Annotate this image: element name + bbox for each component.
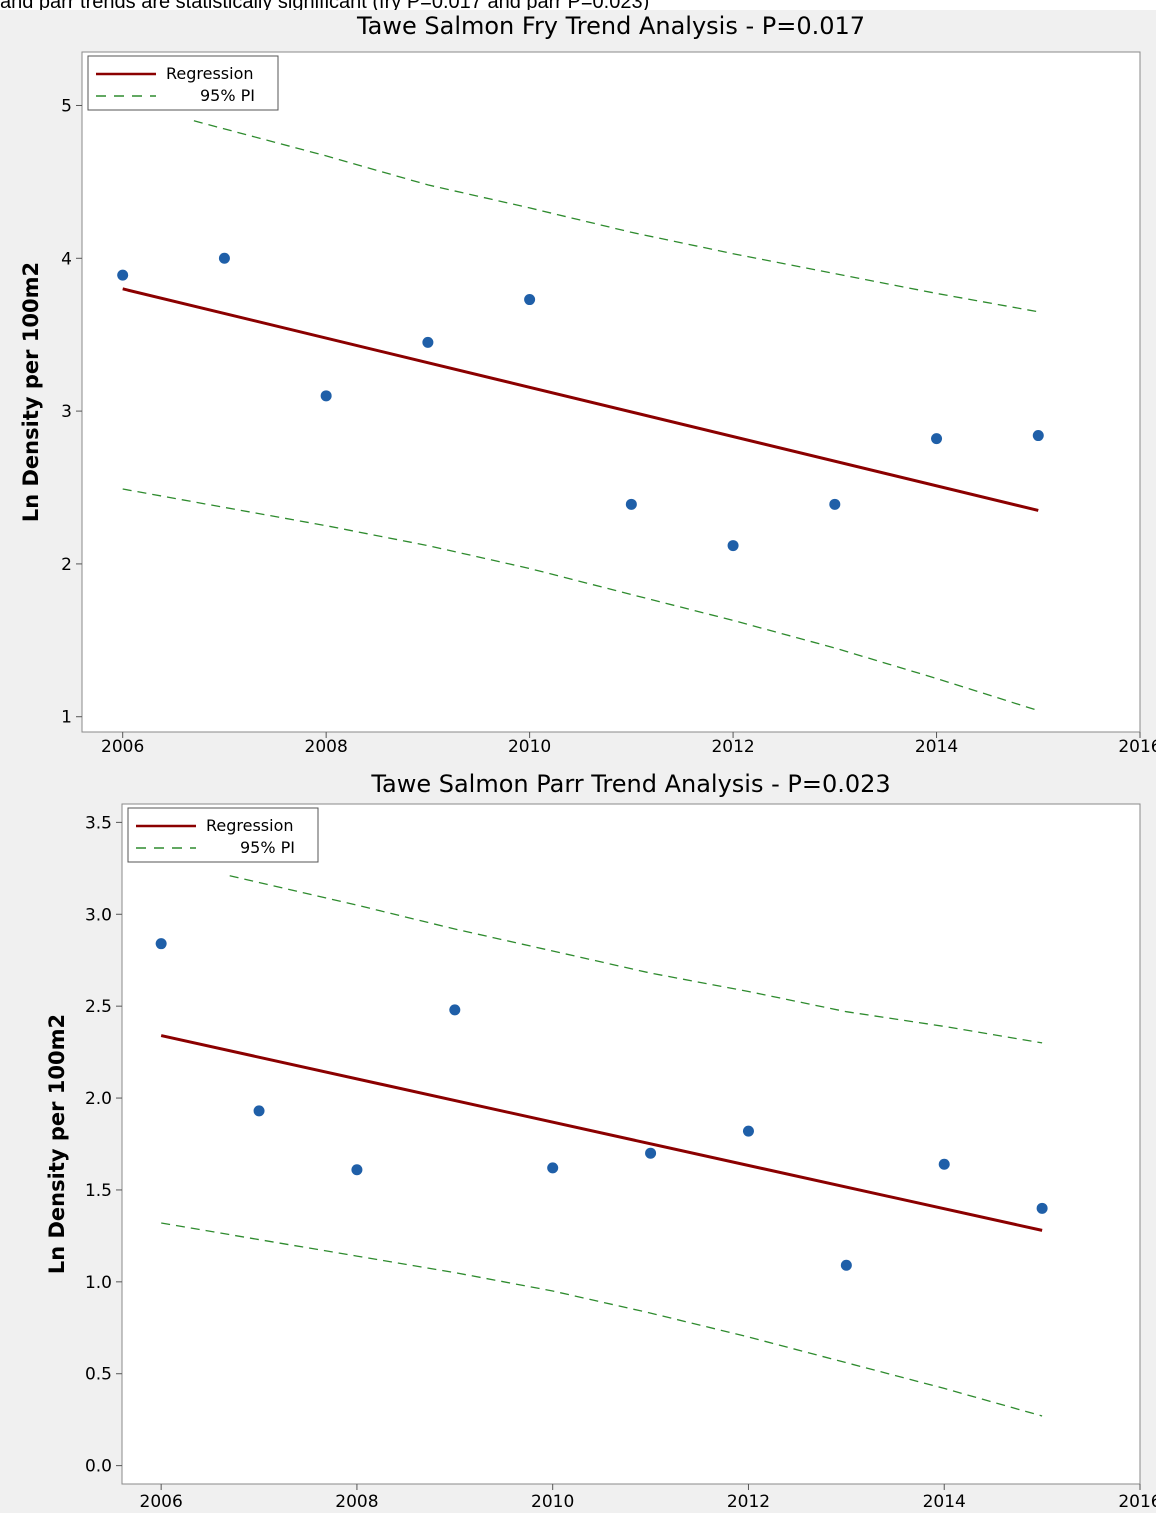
chart-1-legend: Regression 95% PI <box>87 55 279 111</box>
chart-2-y-tick-label: 0.0 <box>85 1457 112 1477</box>
chart-1-data-point <box>625 498 637 510</box>
chart-1-legend-regression-label: Regression <box>166 64 254 83</box>
chart-1-data-point <box>320 390 332 402</box>
chart-1-pi-upper-line <box>193 120 1039 313</box>
chart-2-data-point <box>938 1158 950 1170</box>
fry-trend-chart: Tawe Salmon Fry Trend Analysis - P=0.017… <box>19 12 1156 757</box>
chart-2-legend: Regression 95% PI <box>127 807 319 863</box>
chart-2-data-point <box>449 1004 461 1016</box>
chart-2-data-point <box>840 1259 852 1271</box>
chart-2-data-point <box>742 1125 754 1137</box>
chart-2-data-point <box>155 938 167 950</box>
chart-2-y-tick-label: 2.5 <box>85 997 112 1017</box>
chart-1-regression-line <box>122 287 1039 512</box>
chart-1-data-point <box>931 433 943 445</box>
chart-1-y-tick-label: 5 <box>61 96 72 116</box>
chart-1-x-tick-label: 2010 <box>508 737 551 757</box>
chart-2-data-point <box>547 1162 559 1174</box>
chart-2-x-tick-label: 2010 <box>531 1492 574 1512</box>
chart-2-legend-box <box>127 807 319 863</box>
chart-2-y-tick-label: 1.5 <box>85 1181 112 1201</box>
chart-1-y-axis-label: Ln Density per 100m2 <box>19 262 43 522</box>
chart-1-plot-area <box>81 51 1141 733</box>
chart-2-y-tick-label: 3.5 <box>85 813 112 833</box>
parr-trend-chart: Tawe Salmon Parr Trend Analysis - P=0.02… <box>45 770 1156 1512</box>
chart-2-regression-line <box>160 1034 1043 1232</box>
chart-1-data-point <box>218 252 230 264</box>
chart-1-y-tick-label: 2 <box>61 555 72 575</box>
chart-1-y-tick-label: 4 <box>61 249 72 269</box>
chart-2-x-tick-label: 2016 <box>1118 1492 1156 1512</box>
chart-1-x-tick-label: 2012 <box>711 737 754 757</box>
chart-2-data-point <box>645 1147 657 1159</box>
chart-2-legend-regression-label: Regression <box>206 816 294 835</box>
chart-1-y-tick-label: 3 <box>61 402 72 422</box>
chart-2-y-tick-label: 2.0 <box>85 1089 112 1109</box>
chart-1-x-tick-label: 2008 <box>305 737 348 757</box>
chart-2-pi-upper-line <box>229 875 1043 1044</box>
parr-chart-panel: Tawe Salmon Parr Trend Analysis - P=0.02… <box>0 762 1156 1513</box>
chart-2-x-tick-label: 2014 <box>923 1492 966 1512</box>
chart-2-x-tick-label: 2012 <box>727 1492 770 1512</box>
chart-2-title: Tawe Salmon Parr Trend Analysis - P=0.02… <box>370 770 890 798</box>
chart-1-data-point <box>524 294 536 306</box>
chart-2-data-point <box>351 1164 363 1176</box>
chart-1-y-tick-label: 1 <box>61 708 72 728</box>
chart-2-pi-lower-line <box>161 1222 1043 1417</box>
chart-2-x-tick-label: 2008 <box>335 1492 378 1512</box>
chart-1-data-point <box>117 269 129 281</box>
chart-2-y-tick-label: 1.0 <box>85 1273 112 1293</box>
chart-1-data-point <box>829 498 841 510</box>
fry-chart-panel: Tawe Salmon Fry Trend Analysis - P=0.017… <box>0 10 1156 762</box>
chart-2-y-tick-label: 0.5 <box>85 1365 112 1385</box>
chart-1-title: Tawe Salmon Fry Trend Analysis - P=0.017 <box>356 12 865 40</box>
chart-2-data-point <box>253 1105 265 1117</box>
chart-1-x-tick-label: 2016 <box>1118 737 1156 757</box>
chart-1-data-point <box>422 336 434 348</box>
chart-1-data-point <box>1032 430 1044 442</box>
chart-2-data-point <box>1036 1202 1048 1214</box>
chart-2-y-tick-label: 3.0 <box>85 905 112 925</box>
chart-1-data-point <box>727 540 739 552</box>
chart-1-x-tick-label: 2014 <box>915 737 958 757</box>
chart-1-legend-box <box>87 55 279 111</box>
chart-2-y-axis-label: Ln Density per 100m2 <box>45 1014 69 1274</box>
chart-2-x-tick-label: 2006 <box>140 1492 183 1512</box>
page-caption: and parr trends are statistically signif… <box>0 0 650 11</box>
chart-2-plot-area <box>121 803 1141 1485</box>
chart-1-x-tick-label: 2006 <box>101 737 144 757</box>
chart-2-legend-pi-label: 95% PI <box>240 838 295 857</box>
chart-1-pi-lower-line <box>122 488 1039 712</box>
chart-1-legend-pi-label: 95% PI <box>200 86 255 105</box>
